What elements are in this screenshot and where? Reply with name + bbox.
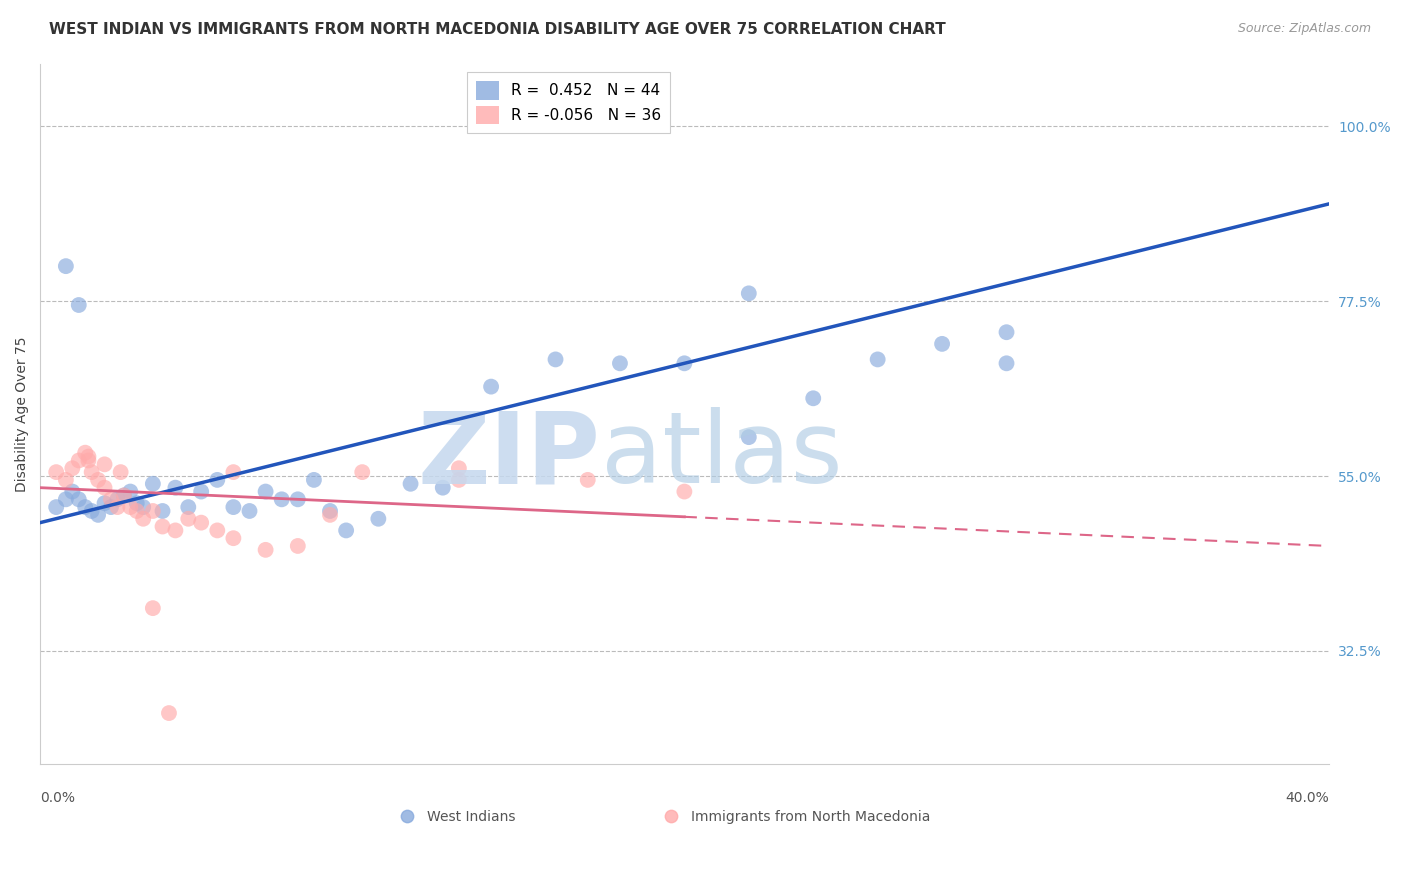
Point bbox=[238, 504, 260, 518]
Text: Immigrants from North Macedonia: Immigrants from North Macedonia bbox=[690, 811, 931, 824]
Point bbox=[190, 516, 212, 530]
Point bbox=[152, 504, 174, 518]
Point bbox=[738, 430, 761, 444]
Point bbox=[67, 453, 90, 467]
Point bbox=[995, 356, 1018, 370]
Point bbox=[55, 259, 77, 273]
Point bbox=[447, 461, 470, 475]
Point bbox=[100, 492, 122, 507]
Point bbox=[165, 524, 187, 538]
Point bbox=[100, 500, 122, 514]
Point bbox=[190, 484, 212, 499]
Point bbox=[142, 476, 165, 491]
Point bbox=[544, 352, 567, 367]
Point bbox=[77, 450, 100, 464]
Point bbox=[75, 500, 97, 514]
Point bbox=[479, 379, 502, 393]
Point bbox=[207, 473, 229, 487]
Point bbox=[738, 286, 761, 301]
Point bbox=[432, 481, 454, 495]
Point bbox=[125, 504, 148, 518]
Point bbox=[165, 481, 187, 495]
Point bbox=[45, 500, 67, 514]
Point bbox=[287, 539, 309, 553]
Point bbox=[77, 453, 100, 467]
Text: WEST INDIAN VS IMMIGRANTS FROM NORTH MACEDONIA DISABILITY AGE OVER 75 CORRELATIO: WEST INDIAN VS IMMIGRANTS FROM NORTH MAC… bbox=[49, 22, 946, 37]
Point bbox=[125, 496, 148, 510]
Point bbox=[80, 504, 103, 518]
Point bbox=[254, 484, 277, 499]
Point bbox=[319, 504, 342, 518]
Point bbox=[222, 500, 245, 514]
Point bbox=[107, 500, 129, 514]
Text: 40.0%: 40.0% bbox=[1285, 791, 1329, 805]
Point bbox=[93, 458, 115, 472]
Y-axis label: Disability Age Over 75: Disability Age Over 75 bbox=[15, 336, 30, 491]
Point bbox=[110, 465, 132, 479]
Point bbox=[93, 481, 115, 495]
Point bbox=[801, 392, 824, 406]
Point bbox=[55, 473, 77, 487]
Point bbox=[335, 524, 357, 538]
Point bbox=[67, 298, 90, 312]
Point bbox=[447, 473, 470, 487]
Point bbox=[270, 492, 292, 507]
Point bbox=[132, 512, 155, 526]
Point bbox=[609, 356, 631, 370]
Point bbox=[866, 352, 889, 367]
Point bbox=[120, 484, 142, 499]
Point bbox=[152, 519, 174, 533]
Point bbox=[45, 465, 67, 479]
Point bbox=[254, 542, 277, 557]
Point bbox=[87, 508, 110, 522]
Text: West Indians: West Indians bbox=[426, 811, 515, 824]
Text: Source: ZipAtlas.com: Source: ZipAtlas.com bbox=[1237, 22, 1371, 36]
Point bbox=[673, 484, 696, 499]
Point bbox=[93, 496, 115, 510]
Point bbox=[399, 476, 422, 491]
Point bbox=[112, 488, 135, 502]
Point bbox=[87, 473, 110, 487]
Text: 0.0%: 0.0% bbox=[41, 791, 75, 805]
Point bbox=[60, 484, 83, 499]
Point bbox=[107, 492, 129, 507]
Point bbox=[132, 500, 155, 514]
Text: ZIP: ZIP bbox=[418, 408, 600, 504]
Point bbox=[222, 465, 245, 479]
Point bbox=[673, 356, 696, 370]
Point bbox=[75, 445, 97, 459]
Point bbox=[112, 488, 135, 502]
Point bbox=[931, 337, 953, 351]
Point bbox=[142, 504, 165, 518]
Point bbox=[67, 492, 90, 507]
Legend: R =  0.452   N = 44, R = -0.056   N = 36: R = 0.452 N = 44, R = -0.056 N = 36 bbox=[467, 71, 671, 134]
Point bbox=[995, 325, 1018, 339]
Point bbox=[352, 465, 374, 479]
Point bbox=[367, 512, 389, 526]
Point bbox=[222, 531, 245, 545]
Point bbox=[177, 512, 200, 526]
Point bbox=[120, 500, 142, 514]
Point bbox=[576, 473, 599, 487]
Point bbox=[287, 492, 309, 507]
Point bbox=[207, 524, 229, 538]
Point bbox=[60, 461, 83, 475]
Point bbox=[142, 601, 165, 615]
Point bbox=[302, 473, 325, 487]
Point bbox=[177, 500, 200, 514]
Text: atlas: atlas bbox=[600, 408, 842, 504]
Point bbox=[55, 492, 77, 507]
Point bbox=[80, 465, 103, 479]
Point bbox=[319, 508, 342, 522]
Point bbox=[157, 706, 180, 720]
